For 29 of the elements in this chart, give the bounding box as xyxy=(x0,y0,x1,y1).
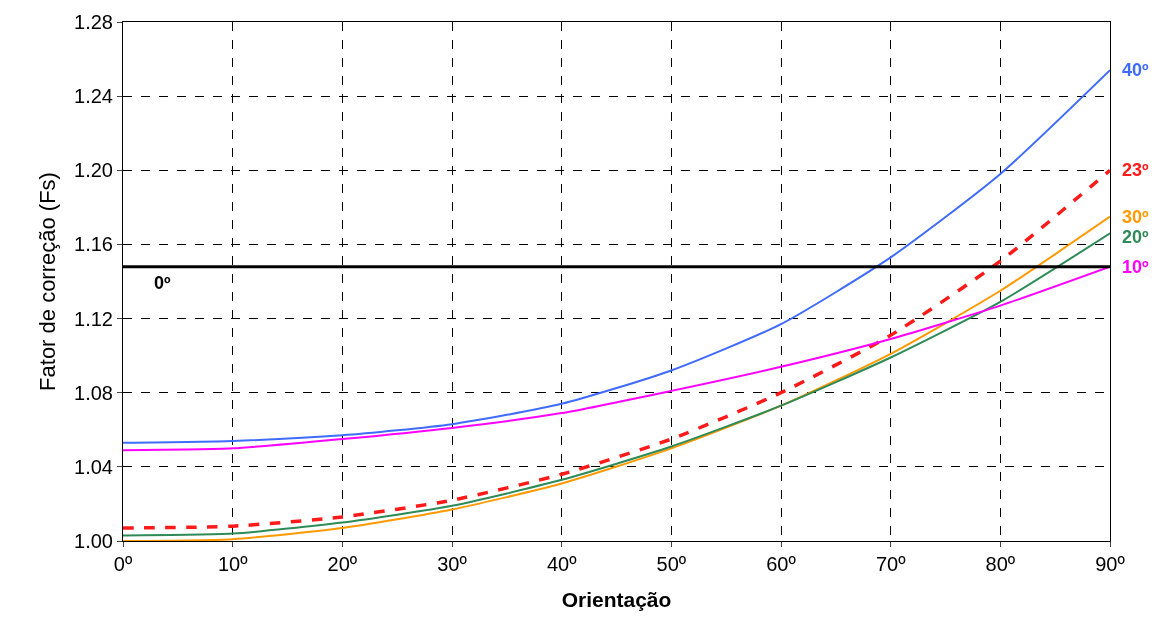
x-tick-label: 30º xyxy=(437,553,468,575)
series-label: 40º xyxy=(1122,60,1150,80)
x-tick-label: 90º xyxy=(1095,553,1126,575)
series-label: 0º xyxy=(154,273,172,293)
x-axis-title: Orientação xyxy=(561,588,672,612)
y-tick-label: 1.08 xyxy=(74,381,113,404)
x-tick-label: 50º xyxy=(656,553,687,575)
line-series xyxy=(123,69,1110,444)
y-tick-label: 1.12 xyxy=(74,307,113,330)
series-label: 10º xyxy=(1122,257,1150,277)
y-tick-label: 1.16 xyxy=(74,233,113,256)
y-tick-label: 1.20 xyxy=(74,159,113,182)
x-tick-label: 20º xyxy=(327,553,358,575)
x-tick-label: 10º xyxy=(217,553,249,575)
y-tick-label: 1.28 xyxy=(74,11,113,33)
line-series xyxy=(123,265,1110,452)
y-tick-label: 1.00 xyxy=(74,530,113,552)
x-tick-label: 60º xyxy=(766,553,797,575)
y-axis-title: Fator de correção (Fs) xyxy=(34,172,60,391)
x-tick-label: 0º xyxy=(113,553,133,575)
x-tick-label: 70º xyxy=(875,553,907,575)
x-tick-label: 80º xyxy=(985,553,1016,575)
series-label: 30º xyxy=(1122,207,1150,227)
series-label: 23º xyxy=(1122,160,1150,180)
series-label: 20º xyxy=(1122,227,1150,247)
line-series xyxy=(123,168,1110,530)
x-tick-label: 40º xyxy=(546,553,578,575)
y-tick-label: 1.04 xyxy=(74,455,113,478)
y-tick-label: 1.24 xyxy=(74,85,113,108)
